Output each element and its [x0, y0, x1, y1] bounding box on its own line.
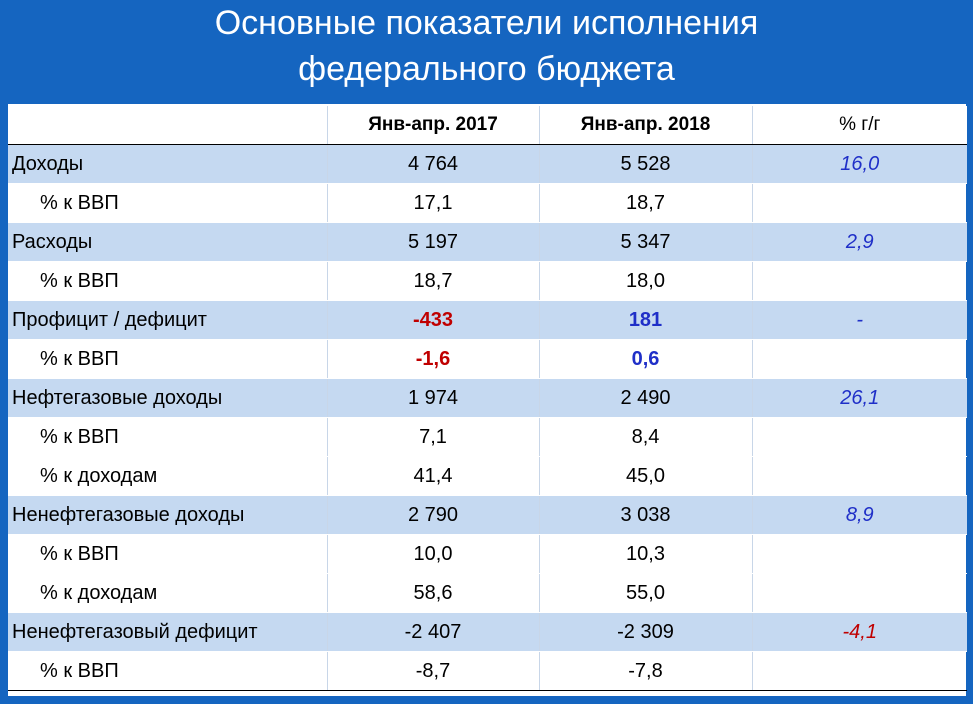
table-row: % к доходам 41,4 45,0: [8, 456, 967, 496]
row-label: % к ВВП: [8, 534, 328, 574]
row-label: % к доходам: [8, 573, 328, 613]
value-2017: 41,4: [327, 456, 540, 496]
budget-table: Янв-апр. 2017 Янв-апр. 2018 % г/г Доходы…: [8, 106, 967, 691]
title-line-2: федерального бюджета: [298, 50, 675, 88]
table-row: % к ВВП 18,7 18,0: [8, 261, 967, 301]
value-2018: 45,0: [539, 456, 753, 496]
value-yoy: 26,1: [752, 378, 967, 418]
value-yoy: [752, 339, 967, 379]
value-2017: 18,7: [327, 261, 540, 301]
table-row: Расходы 5 197 5 347 2,9: [8, 222, 967, 262]
value-2018: -2 309: [539, 612, 753, 652]
page-title: Основные показатели исполнения федеральн…: [0, 0, 973, 92]
value-2017: 5 197: [327, 222, 540, 262]
value-yoy: -4,1: [752, 612, 967, 652]
row-label: % к ВВП: [8, 261, 328, 301]
table-row: Ненефтегазовые доходы 2 790 3 038 8,9: [8, 495, 967, 535]
value-2018: 18,7: [539, 183, 753, 223]
value-2018: 5 347: [539, 222, 753, 262]
value-2017: -2 407: [327, 612, 540, 652]
value-yoy: 8,9: [752, 495, 967, 535]
value-2018: 2 490: [539, 378, 753, 418]
row-label: Профицит / дефицит: [8, 300, 328, 340]
header-2017: Янв-апр. 2017: [327, 106, 540, 145]
value-2017: -1,6: [327, 339, 540, 379]
row-label: Ненефтегазовый дефицит: [8, 612, 328, 652]
row-label: Нефтегазовые доходы: [8, 378, 328, 418]
value-2017: 4 764: [327, 144, 540, 184]
value-yoy: [752, 534, 967, 574]
value-2018: 181: [539, 300, 753, 340]
value-2017: 10,0: [327, 534, 540, 574]
value-yoy: 2,9: [752, 222, 967, 262]
header-2018: Янв-апр. 2018: [539, 106, 753, 145]
value-2018: 8,4: [539, 417, 753, 457]
value-2017: 58,6: [327, 573, 540, 613]
table-row: Доходы 4 764 5 528 16,0: [8, 144, 967, 184]
value-2017: -8,7: [327, 651, 540, 691]
value-2018: 0,6: [539, 339, 753, 379]
value-yoy: [752, 417, 967, 457]
row-label: % к ВВП: [8, 417, 328, 457]
value-2017: 2 790: [327, 495, 540, 535]
row-label: Расходы: [8, 222, 328, 262]
header-yoy: % г/г: [752, 106, 967, 145]
table-row: % к ВВП -1,6 0,6: [8, 339, 967, 379]
value-2018: 10,3: [539, 534, 753, 574]
budget-table-panel: Янв-апр. 2017 Янв-апр. 2018 % г/г Доходы…: [8, 104, 967, 696]
table-row: % к ВВП 7,1 8,4: [8, 417, 967, 457]
value-2017: 1 974: [327, 378, 540, 418]
value-2018: 18,0: [539, 261, 753, 301]
value-2017: 7,1: [327, 417, 540, 457]
value-yoy: [752, 651, 967, 691]
value-yoy: [752, 261, 967, 301]
row-label: % к доходам: [8, 456, 328, 496]
row-label: % к ВВП: [8, 183, 328, 223]
table-row: % к доходам 58,6 55,0: [8, 573, 967, 613]
value-2018: -7,8: [539, 651, 753, 691]
row-label: Ненефтегазовые доходы: [8, 495, 328, 535]
value-2018: 5 528: [539, 144, 753, 184]
value-yoy: 16,0: [752, 144, 967, 184]
value-yoy: [752, 573, 967, 613]
row-label: % к ВВП: [8, 339, 328, 379]
table-row: % к ВВП 10,0 10,3: [8, 534, 967, 574]
table-header-row: Янв-апр. 2017 Янв-апр. 2018 % г/г: [8, 106, 967, 145]
header-empty-cell: [8, 106, 328, 145]
table-row: Профицит / дефицит -433 181 -: [8, 300, 967, 340]
row-label: Доходы: [8, 144, 328, 184]
table-row: Ненефтегазовый дефицит -2 407 -2 309 -4,…: [8, 612, 967, 652]
value-yoy: [752, 183, 967, 223]
table-bottom-border: [8, 690, 967, 691]
table-row: Нефтегазовые доходы 1 974 2 490 26,1: [8, 378, 967, 418]
value-yoy: -: [752, 300, 967, 340]
title-line-1: Основные показатели исполнения: [214, 4, 759, 42]
value-2018: 55,0: [539, 573, 753, 613]
table-row: % к ВВП -8,7 -7,8: [8, 651, 967, 691]
table-row: % к ВВП 17,1 18,7: [8, 183, 967, 223]
value-2017: 17,1: [327, 183, 540, 223]
value-2018: 3 038: [539, 495, 753, 535]
value-yoy: [752, 456, 967, 496]
row-label: % к ВВП: [8, 651, 328, 691]
value-2017: -433: [327, 300, 540, 340]
